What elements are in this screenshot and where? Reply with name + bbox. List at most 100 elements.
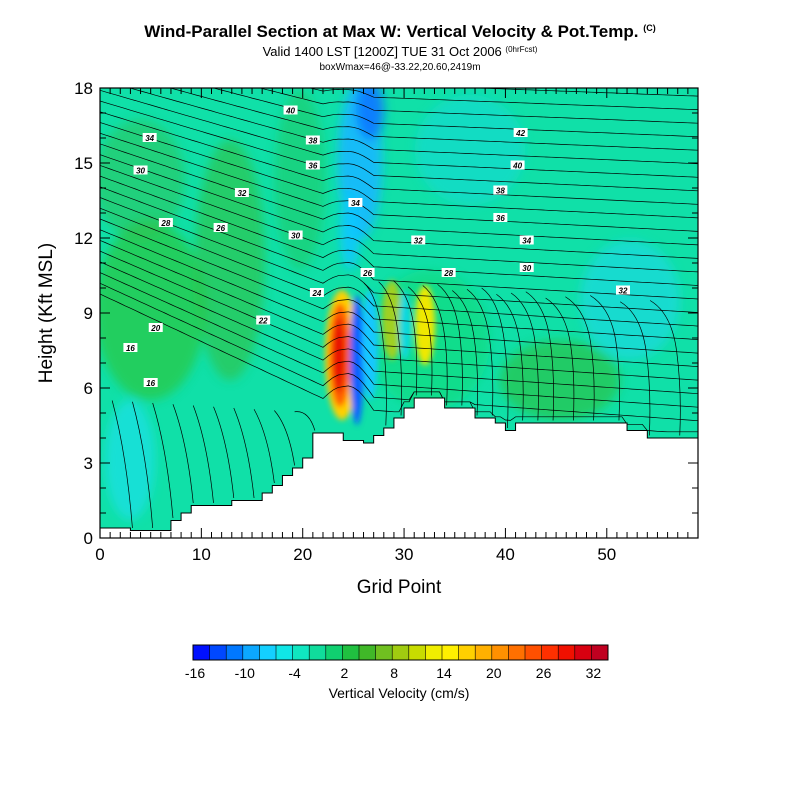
theta-label-box [234, 188, 249, 197]
theta-label-box [493, 185, 508, 195]
theta-contour-vertical [481, 287, 509, 429]
colorbar-swatch [591, 645, 609, 660]
updraft-zone-west [100, 220, 205, 400]
x-axis: 0 10 20 30 40 50 [95, 88, 699, 564]
colorbar-label: Vertical Velocity (cm/s) [329, 685, 470, 701]
y-axis-label: Height (Kft MSL) [36, 243, 57, 383]
theta-contour-line [100, 272, 698, 408]
theta-contour-foothill [233, 407, 255, 499]
colorbar-tick-label: 20 [486, 665, 502, 681]
x-tick-label: 50 [597, 545, 616, 564]
theta-contour-vertical [437, 283, 463, 406]
theta-label-box [305, 135, 320, 145]
theta-contour-vertical [649, 300, 681, 436]
theta-label: 28 [443, 269, 453, 278]
colorbar-tick-label: 2 [341, 665, 349, 681]
x-axis-label: Grid Point [357, 577, 442, 598]
theta-label: 30 [136, 167, 145, 176]
theta-contours [100, 73, 698, 529]
colorbar-swatch [508, 645, 526, 660]
theta-label-box [158, 218, 173, 227]
y-tick-label: 18 [74, 79, 93, 98]
updraft-zone-upper [275, 90, 325, 270]
theta-contour-foothill [213, 406, 235, 499]
colorbar-swatch [242, 645, 260, 660]
colorbar-swatch [541, 645, 559, 660]
theta-label-box [360, 268, 375, 277]
colorbar-swatch [392, 645, 410, 660]
theta-label: 34 [351, 199, 360, 208]
colorbar-tick-label: -4 [288, 665, 301, 681]
updraft-zone-nw [100, 120, 185, 240]
theta-label-box [305, 160, 320, 170]
theta-contour-foothill [253, 409, 275, 484]
theta-label-box [411, 235, 426, 245]
theta-label: 20 [150, 324, 160, 333]
theta-contour-line [100, 175, 698, 286]
theta-label-box [143, 378, 158, 387]
theta-contour-line [100, 207, 698, 327]
theta-label: 32 [414, 237, 423, 246]
theta-contour-line [100, 73, 698, 83]
theta-contour-line [100, 229, 698, 354]
colorbar-tick-label: 32 [586, 665, 602, 681]
gap-downdraft [399, 290, 411, 360]
theta-contour-vertical [407, 286, 433, 396]
third-updraft [415, 285, 435, 365]
downdraft-core-top [356, 88, 384, 140]
velocity-field-shading [100, 88, 680, 520]
theta-contour-line [258, 88, 698, 124]
theta-label: 22 [258, 317, 268, 326]
colorbar-swatch [475, 645, 493, 660]
theta-label: 32 [619, 287, 628, 296]
theta-label-box [348, 198, 363, 207]
y-tick-label: 6 [84, 379, 93, 398]
theta-label: 42 [515, 129, 525, 138]
colorbar-tick-label: 26 [536, 665, 552, 681]
y-tick-label: 12 [74, 229, 93, 248]
x-tick-label: 40 [496, 545, 515, 564]
theta-label: 28 [160, 219, 170, 228]
chart-title-mark: (C) [643, 23, 656, 33]
x-tick-label: 30 [395, 545, 414, 564]
theta-contour-line [100, 293, 698, 433]
theta-label-box [142, 133, 157, 142]
colorbar-tick-label: 14 [436, 665, 452, 681]
theta-label: 36 [308, 162, 317, 171]
chart-title: Wind-Parallel Section at Max W: Vertical… [0, 22, 800, 42]
theta-contour-line [100, 282, 698, 422]
theta-label: 38 [496, 187, 505, 196]
colorbar-swatch [309, 645, 327, 660]
theta-label-box [148, 323, 163, 332]
theta-contour-line [100, 186, 698, 300]
colorbar-swatch [193, 645, 211, 660]
theta-contour-line [100, 111, 698, 205]
theta-contour-vertical [363, 282, 387, 426]
y-tick-label: 15 [74, 154, 93, 173]
theta-contour-vertical [545, 297, 575, 421]
colorbar-swatch [276, 645, 294, 660]
theta-contour-line [100, 261, 698, 395]
theta-contour-line [100, 143, 698, 246]
theta-contour-foothill [172, 404, 194, 504]
theta-label: 34 [145, 134, 154, 143]
theta-label: 16 [146, 379, 155, 388]
colorbar-swatch [425, 645, 443, 660]
chart-subtitle-valid: Valid 1400 LST [1200Z] TUE 31 Oct 2006 (… [0, 44, 800, 59]
theta-contour-vertical [393, 280, 418, 396]
theta-contour-vertical [525, 291, 554, 421]
x-tick-label: 0 [95, 545, 104, 564]
theta-contour-vertical [378, 281, 402, 416]
colorbar-frame [192, 644, 609, 661]
colorbar-tick-label: -10 [235, 665, 255, 681]
theta-contour-foothill [111, 400, 133, 529]
theta-label: 38 [308, 137, 317, 146]
theta-contour-foothill [152, 402, 174, 519]
downdraft-zone-sw [105, 400, 155, 520]
theta-label-box [493, 213, 508, 222]
theta-contour-line [100, 89, 698, 178]
theta-label: 30 [522, 264, 531, 273]
theta-label-box [283, 105, 298, 115]
theta-label-box [510, 160, 525, 170]
